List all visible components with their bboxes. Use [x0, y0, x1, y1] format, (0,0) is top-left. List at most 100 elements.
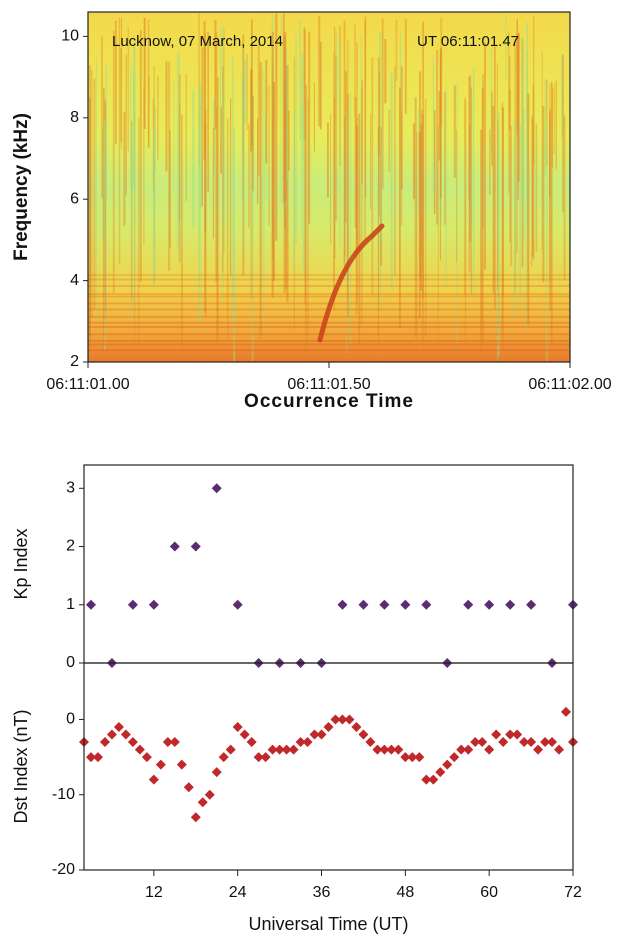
y-tick-label: 8 [70, 109, 79, 126]
data-point [246, 737, 257, 748]
data-point [218, 752, 229, 763]
data-point [484, 599, 495, 610]
data-point [99, 737, 110, 748]
data-point [498, 737, 509, 748]
data-point [400, 599, 411, 610]
data-point [316, 729, 327, 740]
data-point [260, 752, 271, 763]
x-tick-label: 60 [480, 884, 498, 901]
data-point [379, 744, 390, 755]
y-axis-label: Dst Index (nT) [11, 709, 31, 823]
data-point [162, 737, 173, 748]
y-tick-label: 6 [70, 190, 79, 207]
data-point [351, 721, 362, 732]
data-point [211, 483, 222, 494]
x-tick-label: 72 [564, 884, 582, 901]
data-point [491, 729, 502, 740]
data-point [281, 744, 292, 755]
data-point [519, 737, 530, 748]
data-point [477, 737, 488, 748]
data-point [540, 737, 551, 748]
data-point [421, 599, 432, 610]
data-point [288, 744, 299, 755]
y-tick-label: 2 [70, 353, 79, 370]
spectrogram-image [88, 12, 570, 362]
data-point [239, 729, 250, 740]
data-point [148, 599, 159, 610]
data-point [386, 744, 397, 755]
data-point [148, 774, 159, 785]
data-point [155, 759, 166, 770]
data-point [428, 774, 439, 785]
y-tick-label: 10 [61, 28, 79, 45]
data-point [330, 714, 341, 725]
data-point [365, 737, 376, 748]
data-point [512, 729, 523, 740]
data-point [204, 789, 215, 800]
x-axis-label: Universal Time (UT) [248, 914, 408, 934]
y-tick-label: 3 [66, 480, 75, 497]
x-tick-label: 12 [145, 884, 163, 901]
data-point [295, 737, 306, 748]
data-point [127, 599, 138, 610]
data-point [547, 737, 558, 748]
x-axis-label: Occurrence Time [244, 391, 414, 412]
data-point [435, 767, 446, 778]
data-point [127, 737, 138, 748]
data-point [323, 721, 334, 732]
x-tick-label: 36 [313, 884, 331, 901]
data-point [232, 721, 243, 732]
data-point [169, 737, 180, 748]
y-axis-label: Frequency (kHz) [11, 113, 32, 261]
data-point [337, 714, 348, 725]
data-point [449, 752, 460, 763]
y-tick-label: 0 [66, 711, 75, 728]
data-point [183, 782, 194, 793]
data-point [92, 752, 103, 763]
data-point [421, 774, 432, 785]
data-point [337, 599, 348, 610]
data-point [414, 752, 425, 763]
data-point [407, 752, 418, 763]
x-tick-label: 06:11:01.00 [46, 376, 129, 393]
y-tick-label: -20 [52, 861, 75, 878]
data-point [169, 541, 180, 552]
data-point [463, 599, 474, 610]
data-point [197, 797, 208, 808]
y-tick-label: 0 [66, 654, 75, 671]
data-point [358, 729, 369, 740]
data-point [505, 729, 516, 740]
data-point [232, 599, 243, 610]
data-point [442, 759, 453, 770]
data-point [253, 752, 264, 763]
data-point [470, 737, 481, 748]
data-point [344, 714, 355, 725]
y-tick-label: 1 [66, 596, 75, 613]
data-point [393, 744, 404, 755]
data-point [85, 752, 96, 763]
data-point [267, 744, 278, 755]
y-tick-label: 4 [70, 272, 79, 289]
data-point [141, 752, 152, 763]
data-point [526, 599, 537, 610]
data-point [113, 721, 124, 732]
data-point [85, 599, 96, 610]
data-point [526, 737, 537, 748]
data-point [190, 812, 201, 823]
data-point [400, 752, 411, 763]
data-point [190, 541, 201, 552]
data-point [134, 744, 145, 755]
data-point [372, 744, 383, 755]
data-point [484, 744, 495, 755]
data-point [106, 729, 117, 740]
y-tick-label: -10 [52, 786, 75, 803]
data-point [379, 599, 390, 610]
x-tick-label: 06:11:02.00 [528, 376, 611, 393]
y-tick-label: 2 [66, 538, 75, 555]
data-point [211, 767, 222, 778]
y-axis-label: Kp Index [11, 528, 31, 599]
plot-frame [83, 464, 574, 664]
data-point [176, 759, 187, 770]
data-point [225, 744, 236, 755]
